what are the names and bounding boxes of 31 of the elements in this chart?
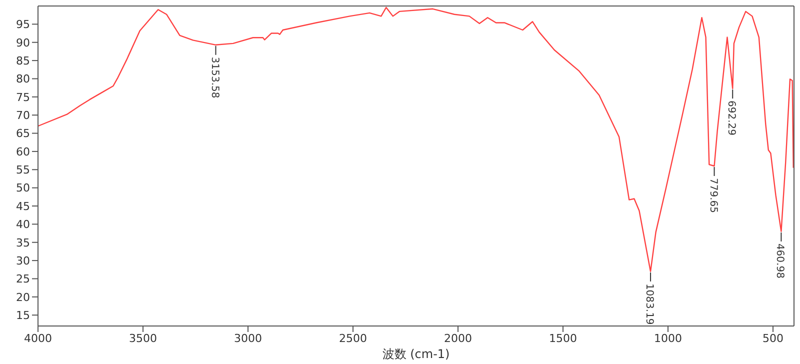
x-tick-label: 1000 <box>654 332 682 345</box>
annotation: 779.65 <box>707 178 718 213</box>
y-tick-label: 90 <box>16 36 30 50</box>
annotation: 460.98 <box>774 243 786 278</box>
annotation: 3153.58 <box>208 56 220 98</box>
x-tick-label: 3000 <box>234 332 262 345</box>
y-tick-label: 55 <box>16 164 30 177</box>
y-tick-label: 20 <box>16 290 30 304</box>
y-tick-label: 30 <box>16 254 30 268</box>
x-tick-label: 500 <box>762 332 784 345</box>
annotation: 1083.19 <box>644 283 655 325</box>
y-tick-label: 45 <box>16 200 30 213</box>
x-tick-label: 3500 <box>129 332 157 345</box>
y-tick-label: 25 <box>16 272 30 286</box>
y-tick-label: 50 <box>16 182 30 195</box>
annotation: 692.29 <box>726 100 737 136</box>
y-tick-label: 35 <box>16 236 30 250</box>
y-tick-label: 80 <box>16 72 30 86</box>
y-tick-label: 60 <box>16 145 30 158</box>
y-tick-label: 95 <box>16 18 30 32</box>
x-axis-title: 波数 (cm-1) <box>382 347 450 361</box>
x-tick-label: 2000 <box>444 332 472 345</box>
y-tick-label: 15 <box>16 308 30 322</box>
x-tick-label: 2500 <box>339 332 367 345</box>
x-tick-label: 1500 <box>549 332 577 345</box>
x-tick-label: 4000 <box>24 332 52 345</box>
y-tick-label: 40 <box>16 218 30 232</box>
y-tick-label: 70 <box>16 108 30 122</box>
y-tick-label: 65 <box>16 127 30 140</box>
y-tick-label: 85 <box>16 54 30 68</box>
y-tick-label: 75 <box>16 90 30 104</box>
